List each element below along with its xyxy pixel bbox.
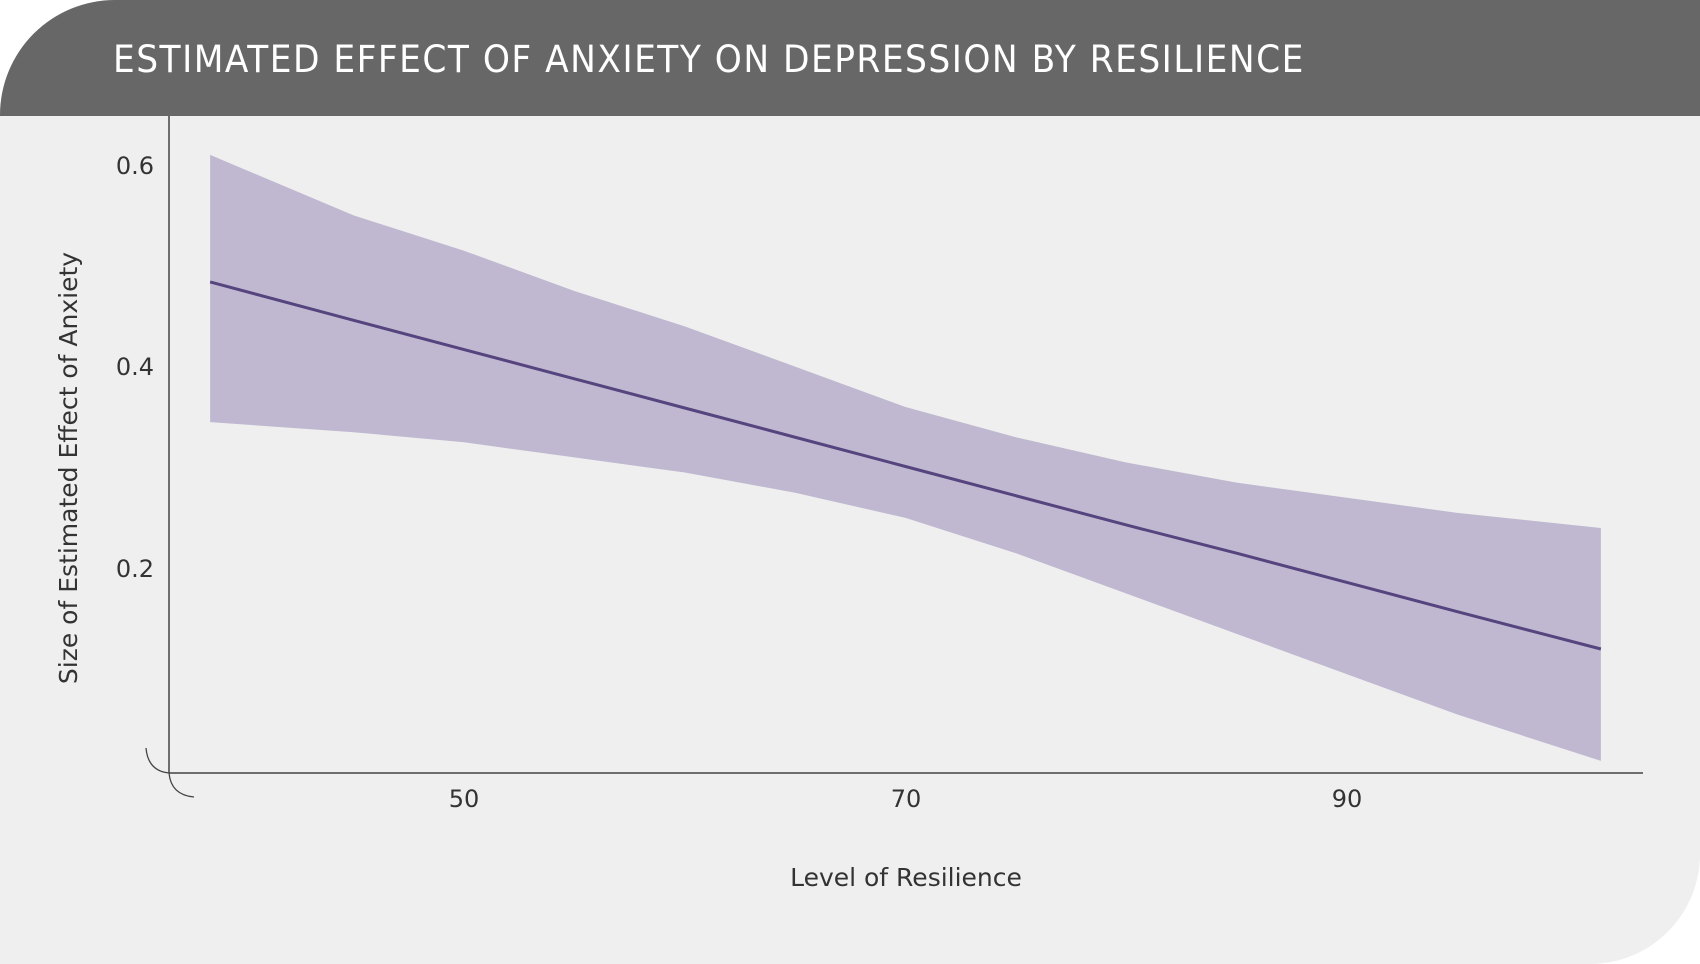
x-tick-label: 50 bbox=[449, 785, 480, 813]
x-tick-label: 90 bbox=[1332, 785, 1363, 813]
x-tick-label: 70 bbox=[891, 785, 922, 813]
y-axis-label: Size of Estimated Effect of Anxiety bbox=[54, 252, 83, 684]
y-tick-label: 0.6 bbox=[116, 152, 154, 180]
confidence-band bbox=[210, 154, 1601, 761]
estimate-line bbox=[209, 280, 1602, 651]
chart-header: ESTIMATED EFFECT OF ANXIETY ON DEPRESSIO… bbox=[0, 0, 1700, 116]
axis-break-mark bbox=[145, 747, 195, 798]
chart-title: ESTIMATED EFFECT OF ANXIETY ON DEPRESSIO… bbox=[113, 38, 1305, 81]
x-axis-label: Level of Resilience bbox=[790, 863, 1022, 892]
y-tick-label: 0.4 bbox=[116, 353, 154, 381]
y-tick-label: 0.2 bbox=[116, 555, 154, 583]
